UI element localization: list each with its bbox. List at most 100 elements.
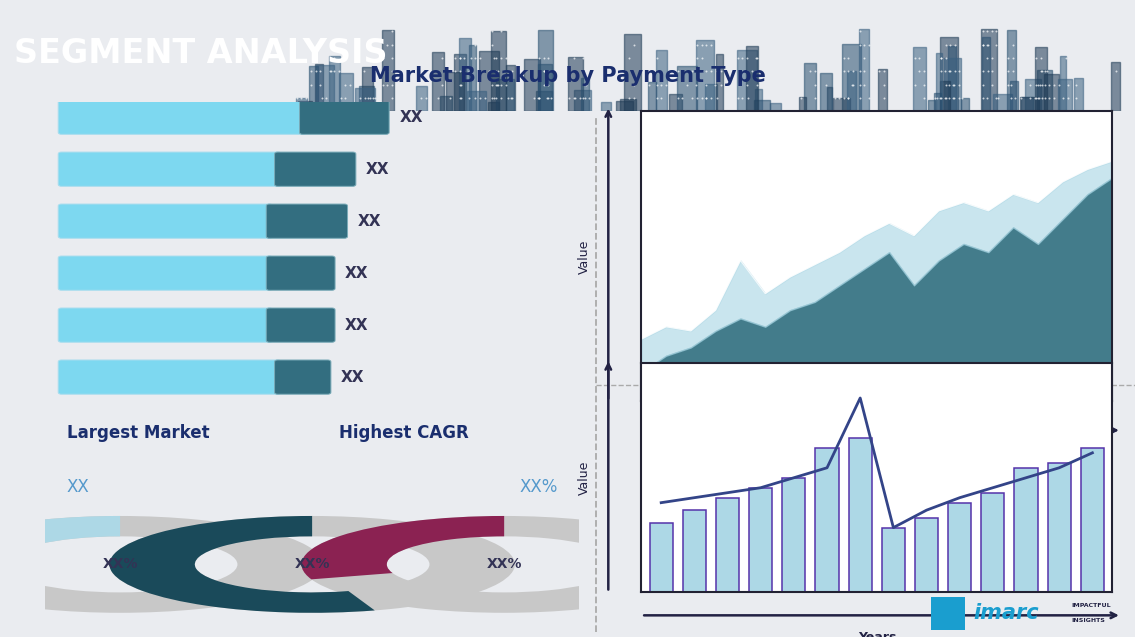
Bar: [1020, 97, 1040, 111]
Bar: [314, 64, 322, 111]
Bar: [574, 90, 591, 111]
Bar: [470, 45, 477, 111]
Bar: [362, 68, 373, 111]
Bar: [649, 522, 673, 592]
Bar: [821, 73, 832, 111]
Bar: [716, 54, 723, 111]
Bar: [1007, 30, 1016, 111]
Bar: [415, 86, 428, 111]
Bar: [620, 99, 637, 111]
Text: INSIGHTS: INSIGHTS: [1071, 618, 1105, 623]
FancyBboxPatch shape: [267, 204, 347, 238]
Bar: [833, 97, 850, 111]
Bar: [799, 97, 806, 111]
Bar: [568, 57, 583, 111]
FancyBboxPatch shape: [58, 100, 306, 134]
Text: Market Breakup by Payment Type: Market Breakup by Payment Type: [370, 66, 765, 87]
Bar: [581, 78, 589, 111]
Bar: [538, 64, 552, 111]
Wedge shape: [0, 516, 322, 613]
Text: XX: XX: [365, 162, 389, 176]
Bar: [317, 65, 334, 111]
Bar: [488, 103, 499, 111]
Bar: [446, 73, 464, 111]
Text: XX%: XX%: [487, 557, 522, 571]
Bar: [915, 518, 939, 592]
Bar: [882, 527, 905, 592]
Bar: [805, 63, 816, 111]
Bar: [1060, 56, 1067, 111]
Text: XX: XX: [67, 478, 90, 496]
Bar: [676, 66, 697, 111]
Text: XX: XX: [358, 213, 381, 229]
Bar: [339, 73, 353, 111]
Bar: [705, 84, 717, 111]
Text: XX%: XX%: [519, 478, 557, 496]
Bar: [737, 50, 757, 111]
Text: Value: Value: [578, 461, 591, 495]
Bar: [1036, 70, 1052, 111]
Bar: [948, 46, 956, 111]
Text: SEGMENT ANALYSIS: SEGMENT ANALYSIS: [14, 37, 387, 70]
Bar: [940, 37, 958, 111]
Bar: [770, 103, 781, 111]
FancyBboxPatch shape: [58, 152, 281, 186]
FancyBboxPatch shape: [300, 100, 389, 134]
Bar: [749, 488, 772, 592]
Wedge shape: [109, 516, 515, 613]
Bar: [849, 438, 872, 592]
FancyBboxPatch shape: [275, 360, 331, 394]
Text: XX: XX: [400, 110, 423, 125]
Bar: [432, 52, 444, 111]
Bar: [439, 96, 452, 111]
Text: Largest Market: Largest Market: [67, 424, 209, 442]
Text: Years: Years: [858, 450, 896, 464]
FancyBboxPatch shape: [58, 360, 281, 394]
Bar: [935, 53, 942, 111]
Bar: [295, 98, 308, 111]
Bar: [360, 86, 375, 111]
Text: imarc: imarc: [973, 603, 1039, 623]
Text: Years: Years: [858, 631, 896, 637]
FancyBboxPatch shape: [267, 308, 335, 342]
Bar: [537, 91, 552, 111]
Bar: [381, 30, 394, 111]
Bar: [826, 87, 832, 111]
Bar: [982, 37, 990, 111]
FancyBboxPatch shape: [58, 204, 272, 238]
Bar: [934, 93, 941, 111]
Bar: [490, 31, 505, 111]
Bar: [747, 46, 758, 111]
Bar: [931, 596, 966, 629]
Bar: [310, 66, 318, 111]
Bar: [1010, 81, 1017, 111]
Bar: [993, 94, 1012, 111]
Bar: [538, 30, 553, 111]
Bar: [754, 100, 770, 111]
Wedge shape: [302, 516, 707, 613]
Wedge shape: [0, 516, 120, 564]
Bar: [648, 82, 656, 111]
Bar: [948, 503, 972, 592]
Bar: [616, 101, 633, 111]
Bar: [1043, 74, 1059, 111]
Bar: [454, 54, 466, 111]
Text: XX%: XX%: [102, 557, 137, 571]
FancyBboxPatch shape: [58, 256, 272, 290]
Text: Value: Value: [578, 240, 591, 273]
Bar: [459, 38, 471, 111]
Bar: [1015, 468, 1037, 592]
Bar: [479, 51, 499, 111]
Bar: [496, 79, 514, 111]
Bar: [523, 59, 539, 111]
Bar: [842, 44, 861, 111]
Bar: [847, 71, 856, 111]
Bar: [683, 510, 706, 592]
Bar: [782, 478, 806, 592]
Bar: [982, 492, 1004, 592]
Bar: [1081, 448, 1104, 592]
Bar: [944, 58, 960, 111]
Bar: [815, 448, 839, 592]
Bar: [982, 29, 997, 111]
Bar: [600, 102, 611, 111]
